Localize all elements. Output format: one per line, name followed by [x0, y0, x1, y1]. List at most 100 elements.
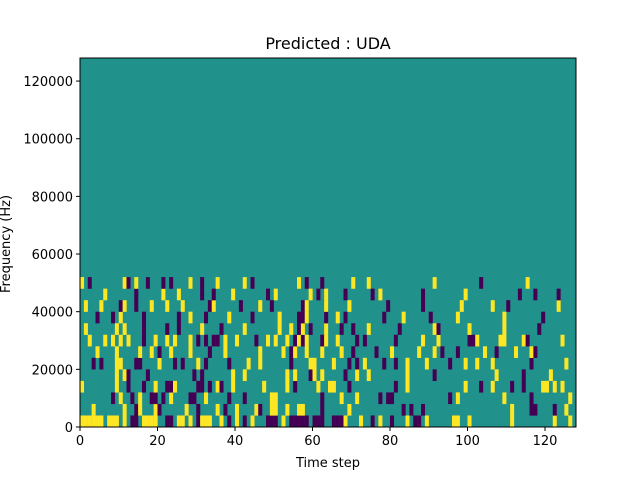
heatmap-cell-dark	[289, 415, 294, 428]
heatmap-cell-dark	[479, 277, 484, 289]
heatmap-cell-dark	[211, 288, 216, 301]
heatmap-cell-dark	[87, 277, 92, 289]
heatmap-cell-bright	[153, 403, 158, 416]
heatmap-cell-bright	[165, 300, 170, 312]
heatmap-cell-dark	[362, 334, 367, 347]
heatmap-cell-bright	[184, 403, 189, 416]
heatmap-cell-dark	[142, 380, 147, 393]
heatmap-cell-bright	[118, 392, 123, 405]
heatmap-cell-dark	[521, 369, 526, 382]
heatmap-cell-bright	[378, 288, 383, 301]
y-tick-label: 40000	[32, 306, 73, 321]
x-tick-label: 80	[382, 434, 399, 449]
heatmap-cell-bright	[103, 288, 108, 301]
heatmap-cell-dark	[533, 346, 538, 358]
heatmap-cell-dark	[300, 311, 305, 324]
heatmap-cell-dark	[169, 277, 174, 289]
heatmap-cell-dark	[99, 357, 104, 370]
heatmap-cell-bright	[304, 311, 309, 324]
heatmap-cell-bright	[355, 392, 360, 405]
heatmap-cell-bright	[335, 334, 340, 347]
heatmap-cell-bright	[312, 357, 317, 370]
heatmap-cell-dark	[126, 380, 131, 393]
heatmap-cell-bright	[200, 323, 205, 335]
heatmap-cell-bright	[483, 346, 488, 358]
heatmap-cell-bright	[564, 357, 569, 370]
heatmap-cell-dark	[355, 357, 360, 370]
heatmap-cell-bright	[455, 392, 460, 405]
heatmap-cell-dark	[196, 403, 201, 416]
heatmap-cell-dark	[378, 392, 383, 405]
heatmap-cell-bright	[463, 380, 468, 393]
heatmap-cell-bright	[266, 334, 271, 347]
heatmap-cell-dark	[339, 323, 344, 335]
heatmap-cell-bright	[293, 346, 298, 358]
heatmap-cell-dark	[320, 277, 325, 289]
heatmap-cell-bright	[552, 380, 557, 393]
heatmap-cell-dark	[347, 357, 352, 370]
heatmap-cell-dark	[300, 334, 305, 347]
heatmap-cell-dark	[211, 334, 216, 347]
heatmap-cell-dark	[200, 369, 205, 382]
heatmap-cell-bright	[417, 346, 422, 358]
heatmap-cell-bright	[223, 346, 228, 358]
heatmap-cell-dark	[200, 380, 205, 393]
heatmap-cell-dark	[223, 403, 228, 416]
heatmap-cell-bright	[475, 334, 480, 347]
heatmap-cell-bright	[122, 369, 127, 382]
heatmap-cell-bright	[320, 346, 325, 358]
heatmap-cell-dark	[242, 415, 247, 428]
heatmap-cell-dark	[161, 392, 166, 405]
heatmap-cell-dark	[215, 334, 220, 347]
heatmap-cell-bright	[300, 403, 305, 416]
heatmap-cell-bright	[421, 334, 426, 347]
heatmap-cell-dark	[529, 392, 534, 405]
heatmap-cell-bright	[502, 392, 507, 405]
heatmap-cell-bright	[149, 415, 154, 428]
heatmap-cell-bright	[122, 403, 127, 416]
heatmap-cell-bright	[99, 415, 104, 428]
heatmap-cell-bright	[80, 277, 85, 289]
heatmap-cell-dark	[479, 380, 484, 393]
heatmap-cell-dark	[506, 300, 511, 312]
heatmap-cell-dark	[200, 288, 205, 301]
heatmap-cell-dark	[219, 323, 224, 335]
heatmap-cell-dark	[293, 334, 298, 347]
heatmap-cell-bright	[277, 311, 282, 324]
heatmap-cell-bright	[378, 415, 383, 428]
heatmap-cell-dark	[521, 380, 526, 393]
heatmap-cell-dark	[370, 415, 375, 428]
heatmap-cell-bright	[169, 346, 174, 358]
heatmap-cell-bright	[366, 323, 371, 335]
heatmap-cell-dark	[192, 392, 197, 405]
heatmap-cell-dark	[266, 415, 271, 428]
heatmap-cell-dark	[316, 288, 321, 301]
heatmap-cell-bright	[188, 277, 193, 289]
heatmap-cell-dark	[529, 403, 534, 416]
heatmap-cell-bright	[111, 415, 116, 428]
heatmap-cell-bright	[362, 357, 367, 370]
heatmap-cell-bright	[405, 357, 410, 370]
heatmap-cell-dark	[219, 380, 224, 393]
heatmap-cell-bright	[122, 415, 127, 428]
heatmap-cell-bright	[297, 277, 302, 289]
heatmap-cell-bright	[401, 311, 406, 324]
heatmap-cell-bright	[285, 403, 290, 416]
heatmap-cell-dark	[471, 334, 476, 347]
heatmap-cell-dark	[455, 346, 460, 358]
heatmap-cell-bright	[80, 380, 85, 393]
heatmap-cell-dark	[320, 392, 325, 405]
heatmap-cell-dark	[142, 334, 147, 347]
heatmap-cell-dark	[386, 300, 391, 312]
heatmap-cell-bright	[289, 323, 294, 335]
heatmap-cell-bright	[343, 415, 348, 428]
heatmap-cell-bright	[114, 323, 119, 335]
heatmap-cell-bright	[366, 369, 371, 382]
heatmap-cell-bright	[114, 415, 119, 428]
heatmap-cell-dark	[448, 392, 453, 405]
heatmap-cell-dark	[169, 380, 174, 393]
heatmap-cell-bright	[231, 288, 236, 301]
heatmap-cell-bright	[111, 334, 116, 347]
heatmap-cell-dark	[390, 392, 395, 405]
heatmap-cell-bright	[223, 334, 228, 347]
